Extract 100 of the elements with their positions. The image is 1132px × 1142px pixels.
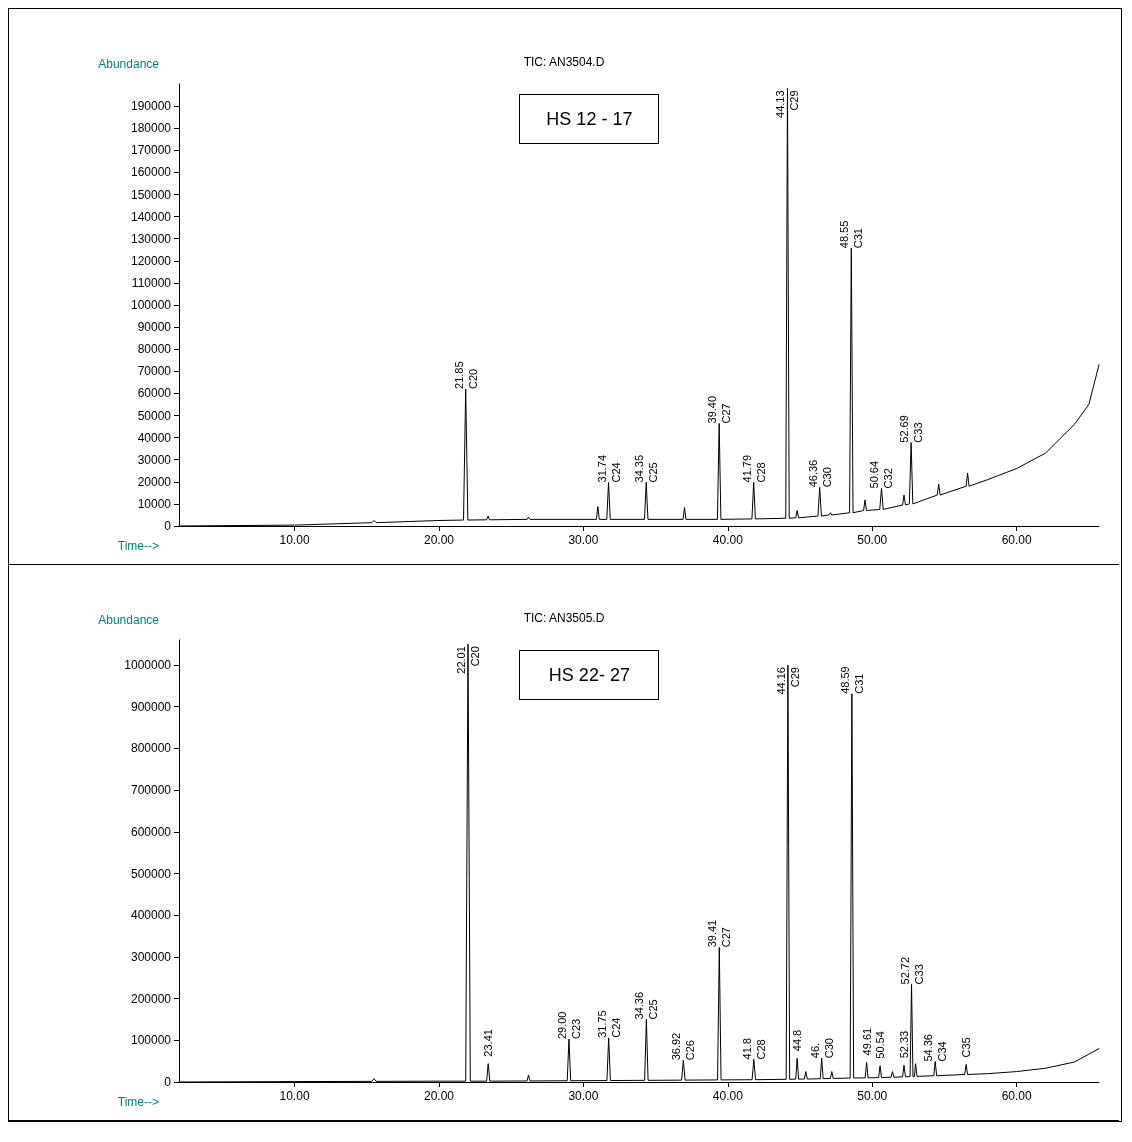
annotation: 50.64 [868, 460, 881, 489]
y-tick-label: 90000 [137, 320, 172, 335]
y-tick-label: 600000 [130, 824, 172, 839]
chart-title: TIC: AN3505.D [523, 611, 605, 625]
text-box: HS 22- 27 [519, 650, 660, 700]
y-tick-label: 130000 [130, 231, 172, 246]
y-tick-label: 20000 [137, 474, 172, 489]
y-tick-label: 50000 [137, 408, 172, 423]
x-tick-label: 20.00 [423, 1089, 455, 1103]
annotation: C28 [754, 462, 767, 483]
x-tick-label: 60.00 [1001, 533, 1033, 547]
annotation: C33 [912, 964, 925, 985]
annotation: C24 [609, 1017, 622, 1038]
annotation: 23.41 [482, 1029, 495, 1057]
annotation: 29.00 [555, 1011, 568, 1040]
annotation: 48.55 [838, 220, 851, 249]
y-tick-label: 70000 [137, 364, 172, 379]
annotation: C29 [788, 90, 801, 111]
annotation: 36.92 [670, 1032, 683, 1061]
annotation: 52.33 [898, 1030, 911, 1059]
y-tick-label: 120000 [130, 253, 172, 268]
y-tick-label: 700000 [130, 783, 172, 798]
y-axis-title: Abundance [98, 613, 160, 627]
annotation: 34.36 [633, 991, 646, 1020]
x-tick-label: 50.00 [857, 533, 888, 547]
x-tick-label: 20.00 [423, 533, 455, 547]
annotation: 39.40 [706, 395, 719, 424]
annotation: 41.79 [740, 454, 753, 483]
y-tick-label: 140000 [130, 209, 172, 224]
annotation: C33 [912, 422, 925, 443]
annotation: C20 [469, 646, 481, 667]
y-tick-label: 150000 [130, 187, 172, 202]
y-tick-label: 40000 [137, 430, 172, 445]
annotation: 34.35 [633, 454, 646, 483]
annotation: C26 [684, 1040, 697, 1061]
y-tick-label: 1000000 [124, 658, 172, 673]
annotation: 49.61 [860, 1027, 873, 1056]
y-tick-label: 100000 [130, 298, 172, 312]
y-tick-label: 400000 [130, 908, 172, 923]
x-axis-title: Time--> [117, 539, 159, 553]
annotation: 46.36 [806, 459, 819, 488]
y-tick-label: 10000 [137, 496, 172, 511]
y-tick-label: 900000 [130, 699, 172, 714]
annotation: 44.16 [774, 667, 787, 695]
annotation: C27 [720, 927, 733, 948]
annotation: C35 [960, 1037, 973, 1058]
annotation: 52.69 [898, 415, 911, 443]
x-tick-label: 40.00 [712, 533, 744, 547]
x-tick-label: 40.00 [712, 1089, 744, 1103]
annotation: C34 [936, 1041, 949, 1062]
y-tick-label: 300000 [130, 949, 172, 964]
annotation: 46. [808, 1042, 821, 1059]
annotation: 39.41 [706, 919, 719, 948]
x-tick-label: 60.00 [1001, 1089, 1033, 1103]
y-axis-title: Abundance [98, 57, 160, 71]
annotation: 44.13 [774, 90, 787, 118]
annotation: 22.01 [455, 646, 467, 674]
annotation: 50.54 [874, 1031, 887, 1059]
annotation: C32 [882, 468, 895, 489]
annotation: C31 [852, 228, 865, 249]
y-tick-label: 60000 [137, 386, 172, 401]
y-tick-label: 100000 [130, 1033, 172, 1048]
chart-title: TIC: AN3504.D [523, 55, 605, 69]
x-tick-label: 30.00 [568, 533, 599, 547]
x-tick-label: 10.00 [279, 1089, 310, 1103]
annotation: 54.36 [922, 1034, 935, 1062]
y-tick-label: 0 [164, 1075, 172, 1089]
y-tick-label: 800000 [130, 741, 172, 756]
annotation: 21.85 [452, 361, 465, 389]
annotation: C24 [609, 462, 622, 483]
text-box: HS 12 - 17 [519, 94, 660, 144]
annotation: C25 [647, 462, 660, 483]
annotation: C23 [569, 1018, 582, 1040]
y-tick-label: 180000 [130, 121, 172, 136]
annotation: C30 [822, 1038, 835, 1059]
annotation: 31.74 [595, 454, 608, 483]
x-tick-label: 30.00 [568, 1089, 599, 1103]
y-tick-label: 190000 [130, 99, 172, 114]
y-tick-label: 30000 [137, 452, 172, 467]
annotation: C31 [852, 673, 865, 694]
annotation: C28 [754, 1039, 767, 1060]
x-tick-label: 50.00 [857, 1089, 888, 1103]
annotation: 52.72 [898, 956, 911, 985]
x-tick-label: 10.00 [279, 533, 310, 547]
y-tick-label: 0 [164, 519, 172, 533]
y-tick-label: 500000 [130, 866, 172, 881]
annotation: C25 [647, 999, 660, 1020]
annotation: 41.8 [740, 1038, 753, 1060]
annotation: C30 [820, 467, 833, 488]
y-tick-label: 160000 [130, 165, 172, 180]
annotation: C29 [788, 667, 801, 688]
annotation: C27 [720, 403, 733, 424]
annotation: C20 [466, 368, 479, 389]
y-tick-label: 200000 [130, 991, 172, 1006]
y-tick-label: 110000 [131, 275, 172, 290]
annotation: 44.8 [791, 1029, 804, 1052]
y-tick-label: 170000 [130, 143, 172, 158]
annotation: 31.75 [595, 1010, 608, 1038]
annotation: 48.59 [838, 666, 851, 694]
x-axis-title: Time--> [117, 1095, 159, 1109]
